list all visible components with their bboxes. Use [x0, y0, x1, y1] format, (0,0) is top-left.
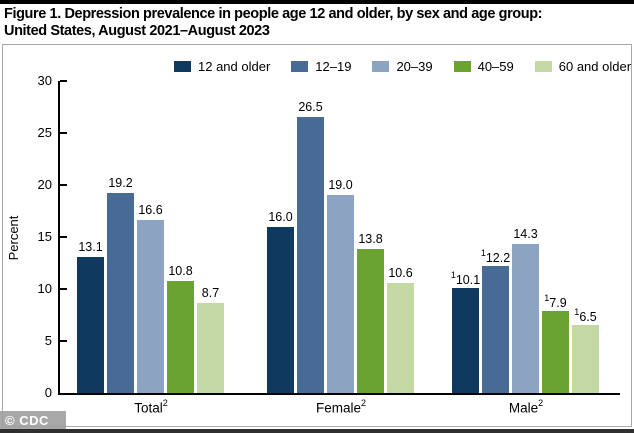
bar-value-label: 16.0	[268, 209, 293, 224]
y-axis-line	[58, 81, 60, 395]
cdc-watermark: © CDC	[0, 411, 66, 430]
bar-12–19-male: 112.2	[481, 248, 510, 393]
y-axis-tick-label: 0	[44, 385, 52, 400]
top-border-bar	[0, 0, 634, 4]
bar-20–39-female: 19.0	[327, 178, 354, 393]
y-axis-tick	[60, 80, 67, 82]
y-axis-tick	[60, 184, 67, 186]
y-axis-tick-label: 5	[44, 333, 52, 348]
bar-20–39-total: 16.6	[137, 203, 164, 393]
footnote-marker: 2	[361, 398, 367, 408]
y-axis-tick	[60, 236, 67, 238]
bar-value-label: 17.9	[544, 292, 567, 310]
bar-value-label: 26.5	[298, 100, 323, 115]
bar-12-and-older-total: 13.1	[77, 240, 104, 393]
footnote-marker: 2	[162, 398, 168, 408]
bar-value-label: 8.7	[201, 285, 220, 300]
legend-item: 12 and older	[174, 59, 270, 74]
legend-item: 12–19	[291, 59, 351, 74]
figure-title: Figure 1. Depression prevalence in peopl…	[4, 6, 628, 40]
y-axis-tick	[60, 132, 67, 134]
footnote-marker: 1	[450, 269, 456, 280]
x-axis-category-label: Female2	[315, 398, 367, 416]
bar-12-and-older-male: 110.1	[451, 270, 480, 393]
chart-legend: 12 and older 12–19 20–39 40–59 60 and ol…	[174, 59, 631, 74]
footnote-marker: 1	[480, 248, 486, 259]
legend-label: 60 and older	[558, 59, 632, 74]
plot-area: 13.1 19.2 16.6 10.8 8.7 16.0 26.5 19.0 13.8 10.6 1…	[60, 81, 620, 393]
y-axis-tick	[60, 340, 67, 342]
bar-value-label: 13.8	[358, 232, 383, 247]
bar-60-and-older-total: 8.7	[197, 286, 224, 393]
bottom-border-bar	[0, 429, 634, 433]
x-axis-category-label: Male2	[508, 398, 544, 416]
y-axis-tick-label: 15	[37, 229, 52, 244]
bar-value-label: 19.0	[328, 178, 353, 193]
bar-40–59-male: 17.9	[542, 293, 569, 393]
legend-item: 40–59	[453, 59, 514, 74]
x-axis-category-label: Total2	[134, 398, 168, 416]
bar-12-and-older-female: 16.0	[267, 210, 294, 393]
bar-value-label: 19.2	[108, 176, 133, 191]
legend-swatch	[174, 61, 191, 72]
legend-swatch	[534, 61, 552, 72]
bar-12–19-total: 19.2	[107, 176, 134, 393]
legend-swatch	[453, 61, 471, 72]
bar-60-and-older-female: 10.6	[387, 266, 414, 393]
legend-item: 60 and older	[534, 59, 632, 74]
legend-swatch	[372, 61, 390, 72]
bar-60-and-older-male: 16.5	[572, 307, 599, 393]
y-axis-tick-label: 30	[37, 73, 52, 88]
bar-40–59-female: 13.8	[357, 232, 384, 393]
bar-40–59-total: 10.8	[167, 264, 194, 393]
bar-value-label: 16.6	[138, 203, 163, 218]
bar-20–39-male: 14.3	[512, 227, 539, 393]
bar-value-label: 13.1	[78, 239, 103, 254]
bar-value-label: 10.8	[168, 263, 193, 278]
bar-12–19-female: 26.5	[297, 100, 324, 393]
bar-value-label: 16.5	[574, 307, 597, 325]
figure-title-line1: Figure 1. Depression prevalence in peopl…	[4, 6, 543, 22]
y-axis-tick-label: 10	[37, 281, 52, 296]
y-axis-tick	[60, 288, 67, 290]
y-axis-tick-label: 20	[37, 177, 52, 192]
bar-value-label: 10.6	[388, 265, 413, 280]
legend-label: 12–19	[315, 59, 352, 74]
legend-label: 40–59	[477, 59, 514, 74]
legend-item: 20–39	[372, 59, 433, 74]
legend-label: 20–39	[396, 59, 433, 74]
footnote-marker: 2	[538, 398, 544, 408]
figure-title-line2: United States, August 2021–August 2023	[4, 23, 270, 39]
bar-value-label: 112.2	[480, 248, 511, 266]
bar-value-label: 14.3	[513, 227, 538, 242]
footnote-marker: 1	[544, 292, 550, 303]
bar-group-total: 13.1 19.2 16.6 10.8 8.7	[77, 81, 224, 393]
x-axis-line	[58, 393, 620, 395]
y-axis-tick-label: 25	[37, 125, 52, 140]
bar-value-label: 110.1	[450, 269, 481, 288]
legend-swatch	[291, 61, 309, 72]
bar-group-male: 110.1 112.2 14.3 17.9 16.5	[451, 81, 599, 393]
legend-label: 12 and older	[198, 59, 271, 74]
footnote-marker: 1	[574, 307, 580, 318]
bar-group-female: 16.0 26.5 19.0 13.8 10.6	[267, 81, 414, 393]
